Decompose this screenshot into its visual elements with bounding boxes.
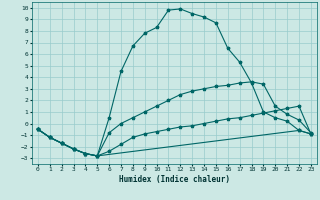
X-axis label: Humidex (Indice chaleur): Humidex (Indice chaleur) — [119, 175, 230, 184]
